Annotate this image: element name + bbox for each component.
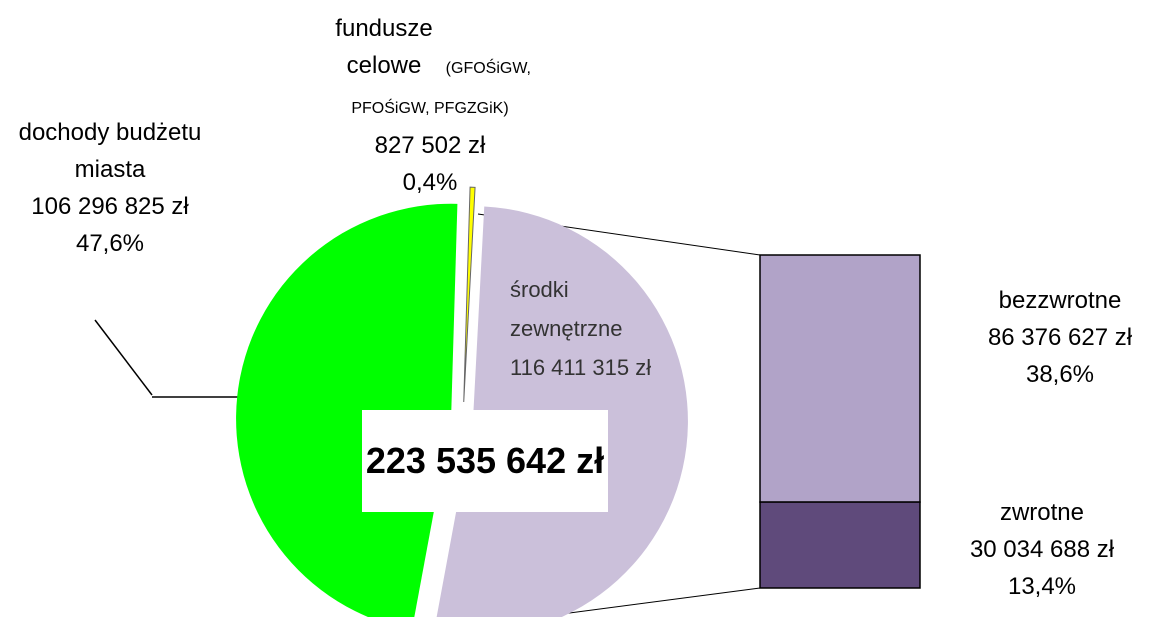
slice-label: fundusze celowe (GFOŚiGW, PFOŚiGW, PFGZG… xyxy=(295,10,565,201)
slice-percent: 0,4% xyxy=(402,169,458,196)
slice-percent: 47,6% xyxy=(75,230,145,257)
slice-name: dochody budżetu miasta xyxy=(18,119,202,183)
slice-value: 106 296 825 zł xyxy=(31,193,189,220)
bar-label: bezzwrotne 86 376 627 zł 38,6% xyxy=(960,282,1160,393)
pie-slice xyxy=(463,186,476,403)
bar-segment xyxy=(759,254,921,503)
bar-name: zwrotne xyxy=(999,499,1085,526)
slice-value: 116 411 315 zł xyxy=(510,355,652,380)
leader-line xyxy=(94,319,153,396)
slice-label: dochody budżetu miasta 106 296 825 zł 47… xyxy=(0,114,220,262)
slice-name: fundusze celowe xyxy=(335,15,433,79)
slice-label: środki zewnętrzne 116 411 315 zł xyxy=(510,270,660,387)
bar-value: 30 034 688 zł xyxy=(969,536,1115,563)
bar-name: bezzwrotne xyxy=(998,287,1122,314)
bar-percent: 38,6% xyxy=(1025,361,1095,388)
slice-name: środki zewnętrzne xyxy=(510,277,623,341)
pie-slice xyxy=(236,203,458,617)
slice-note: (GFOŚiGW, PFOŚiGW, PFGZGiK) xyxy=(351,60,531,117)
total-box: 223 535 642 zł xyxy=(362,410,608,512)
bar-percent: 13,4% xyxy=(1007,573,1077,600)
connector-line xyxy=(535,587,761,617)
bar-segment xyxy=(759,501,921,589)
slice-value: 827 502 zł xyxy=(374,132,486,159)
total-label: 223 535 642 zł xyxy=(365,440,605,481)
bar-label: zwrotne 30 034 688 zł 13,4% xyxy=(942,494,1142,605)
bar-value: 86 376 627 zł xyxy=(987,324,1133,351)
